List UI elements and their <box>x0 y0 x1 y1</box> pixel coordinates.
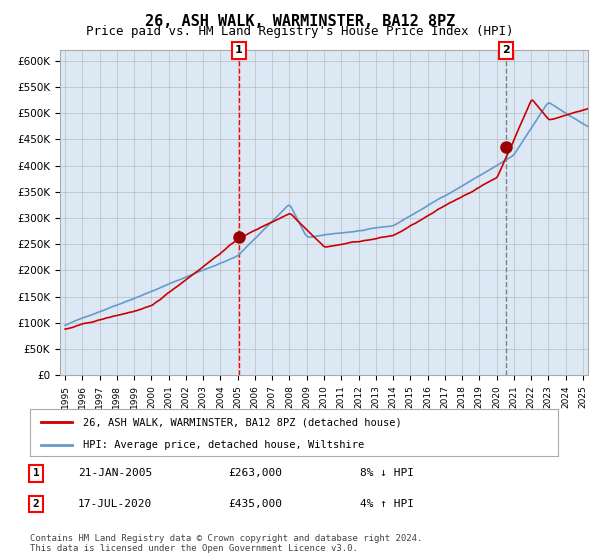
Text: Contains HM Land Registry data © Crown copyright and database right 2024.
This d: Contains HM Land Registry data © Crown c… <box>30 534 422 553</box>
Text: 26, ASH WALK, WARMINSTER, BA12 8PZ: 26, ASH WALK, WARMINSTER, BA12 8PZ <box>145 14 455 29</box>
Text: HPI: Average price, detached house, Wiltshire: HPI: Average price, detached house, Wilt… <box>83 440 364 450</box>
Text: 1: 1 <box>235 45 242 55</box>
Text: 4% ↑ HPI: 4% ↑ HPI <box>360 499 414 509</box>
Text: Price paid vs. HM Land Registry's House Price Index (HPI): Price paid vs. HM Land Registry's House … <box>86 25 514 38</box>
Text: 2: 2 <box>32 499 40 509</box>
Text: 1: 1 <box>32 468 40 478</box>
Text: 26, ASH WALK, WARMINSTER, BA12 8PZ (detached house): 26, ASH WALK, WARMINSTER, BA12 8PZ (deta… <box>83 417 401 427</box>
Text: 21-JAN-2005: 21-JAN-2005 <box>78 468 152 478</box>
Text: £263,000: £263,000 <box>228 468 282 478</box>
Text: 17-JUL-2020: 17-JUL-2020 <box>78 499 152 509</box>
Text: £435,000: £435,000 <box>228 499 282 509</box>
Text: 2: 2 <box>502 45 510 55</box>
Text: 8% ↓ HPI: 8% ↓ HPI <box>360 468 414 478</box>
